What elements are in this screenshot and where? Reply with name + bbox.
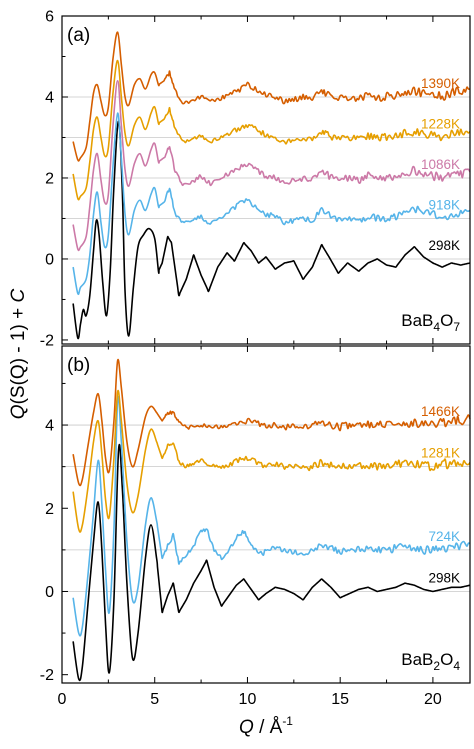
x-axis-title: Q / Å-1 [239,714,293,738]
series-line-1466K [72,358,471,487]
series-line-1281K [72,389,471,533]
y-tick-label: 6 [45,9,54,26]
x-axis-title-var: Q [239,717,254,738]
compound-label: BaB2O4 [401,650,460,673]
panel-label: (b) [67,355,90,376]
x-axis-title-sup: -1 [282,714,293,728]
series-label-298K: 298K [428,570,460,585]
y-tick-label: 0 [45,584,54,601]
y-axis-title-c: C [8,289,29,303]
series-line-1086K [72,79,471,252]
x-tick-label: 10 [239,691,257,708]
compound-label: BaB4O7 [401,311,460,334]
series-label-1281K: 1281K [421,446,460,461]
series-label-1390K: 1390K [421,76,460,91]
y-tick-label: 2 [45,170,54,187]
plot-frame [61,15,471,345]
series-line-1228K [72,59,471,201]
series-line-918K [72,112,471,295]
y-axis-title-q: Q [8,404,29,419]
series-label-298K: 298K [428,238,460,253]
series-line-724K [72,395,471,637]
y-axis-title-body: (S(Q) - 1) + [8,303,29,405]
series-label-1466K: 1466K [421,404,460,419]
series-label-918K: 918K [428,197,460,212]
y-tick-label: 2 [45,501,54,518]
x-tick-label: 0 [58,691,67,708]
y-axis-title: Q(S(Q) - 1) + C [8,289,29,420]
series-label-1228K: 1228K [421,116,460,131]
x-tick-label: 5 [150,691,159,708]
panel-a: 298K 918K 1086K 1228K 1390K -2 0 2 4 6 (a) BaB4O7 [40,9,471,349]
series-label-724K: 724K [428,529,460,544]
plot-frame [61,345,471,684]
series-line-298K [72,120,471,340]
x-tick-label: 15 [331,691,349,708]
x-axis-title-rest: / Å [254,717,283,738]
series-line-1390K [72,31,471,162]
series-line-298K [72,443,471,682]
panel-label: (a) [67,25,90,46]
y-tick-label: -2 [40,667,54,684]
y-tick-label: 0 [45,251,54,268]
y-tick-label: -2 [40,332,54,349]
y-tick-label: 4 [45,89,54,106]
series-label-1086K: 1086K [421,157,460,172]
x-tick-label: 20 [424,691,442,708]
panels: 298K918K1086K1228K1390K-20246(a)BaB4O729… [40,9,471,708]
y-tick-label: 4 [45,418,54,435]
